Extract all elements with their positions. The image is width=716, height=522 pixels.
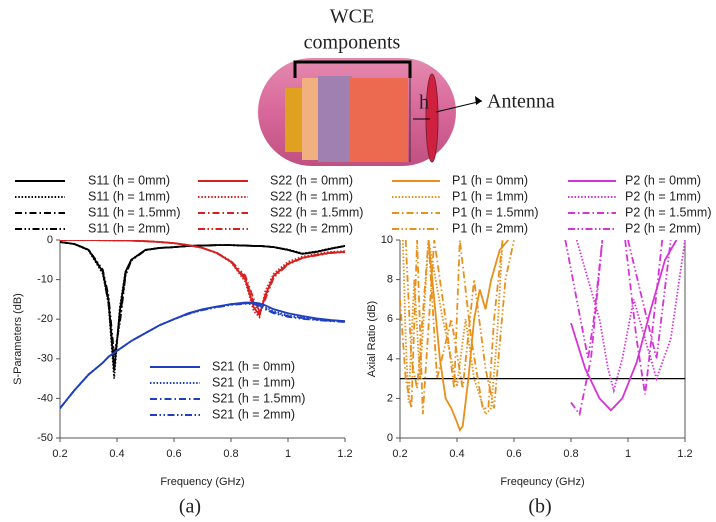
diagram-label: WCE <box>330 6 374 28</box>
capsule-diagram <box>258 58 483 166</box>
y-tick-label: 10 <box>381 234 393 246</box>
x-tick-label: 0.2 <box>52 448 67 460</box>
series-line <box>60 302 345 409</box>
series-line <box>60 241 345 371</box>
series-line <box>60 240 345 314</box>
panel-label: (a) <box>179 496 201 518</box>
x-tick-label: 0.8 <box>563 448 578 460</box>
series-line <box>404 240 515 409</box>
x-tick-label: 0.8 <box>223 448 238 460</box>
component <box>302 78 320 160</box>
y-axis-label: Axial Ratio (dB) <box>366 301 378 377</box>
legend-label: S21 (h = 1.5mm) <box>212 391 305 405</box>
legend-label: S21 (h = 0mm) <box>212 359 295 373</box>
legend-label: P2 (h = 1mm) <box>625 189 701 203</box>
legend-label: S11 (h = 0mm) <box>88 173 170 187</box>
antenna-label: Antenna <box>487 91 555 113</box>
x-axis-label: Frequency (GHz) <box>160 476 244 488</box>
x-tick-label: 0.6 <box>166 448 181 460</box>
legend-label: S22 (h = 1mm) <box>270 189 353 203</box>
series-line <box>427 240 509 432</box>
series-line <box>564 240 672 360</box>
series-line <box>570 240 678 412</box>
legend-label: P2 (h = 2mm) <box>625 221 701 235</box>
y-axis-label: S-Parameters (dB) <box>12 293 24 385</box>
y-tick-label: -40 <box>37 392 53 404</box>
legend-label: S11 (h = 2mm) <box>88 221 170 235</box>
antenna-arrow <box>435 100 483 113</box>
component <box>318 76 352 162</box>
legend-label: S11 (h = 1mm) <box>88 189 170 203</box>
x-tick-label: 1.2 <box>677 448 692 460</box>
series-line <box>575 240 685 394</box>
series-line <box>60 302 345 409</box>
legend-label: P2 (h = 0mm) <box>625 173 701 187</box>
legend-label: S22 (h = 2mm) <box>270 221 353 235</box>
y-tick-label: 0 <box>47 234 53 246</box>
legend-label: S22 (h = 0mm) <box>270 173 353 187</box>
y-tick-label: 6 <box>387 313 393 325</box>
legend-label: P1 (h = 1mm) <box>452 189 528 203</box>
x-axis-label: Freqeuncy (GHz) <box>500 476 584 488</box>
legend-label: S11 (h = 1.5mm) <box>88 205 181 219</box>
y-tick-label: -10 <box>37 274 53 286</box>
y-tick-label: -20 <box>37 313 53 325</box>
y-tick-label: -30 <box>37 353 53 365</box>
bracket <box>293 60 412 78</box>
x-tick-label: 1 <box>625 448 631 460</box>
y-tick-label: 2 <box>387 392 393 404</box>
x-tick-label: 0.6 <box>506 448 521 460</box>
arrowhead <box>475 96 482 105</box>
antenna-disc <box>425 73 439 163</box>
legend-label: S22 (h = 1.5mm) <box>270 205 363 219</box>
legend-label: P2 (h = 1.5mm) <box>625 205 712 219</box>
legend-label: P1 (h = 1.5mm) <box>452 205 539 219</box>
series-line <box>401 240 504 416</box>
y-tick-label: 8 <box>387 274 393 286</box>
x-tick-label: 1 <box>285 448 291 460</box>
x-tick-label: 0.4 <box>449 448 464 460</box>
x-tick-label: 1.2 <box>337 448 352 460</box>
legend-label: P1 (h = 0mm) <box>452 173 528 187</box>
legend-label: S21 (h = 2mm) <box>212 407 295 421</box>
series-line <box>60 241 345 355</box>
series-line <box>60 240 345 320</box>
series-line <box>400 240 504 415</box>
component <box>285 88 305 152</box>
component <box>350 78 408 162</box>
panel-label: (b) <box>528 496 551 518</box>
series-line <box>60 241 345 363</box>
legend-label: P1 (h = 2mm) <box>452 221 528 235</box>
y-tick-label: 0 <box>387 432 393 444</box>
y-tick-label: -50 <box>37 432 53 444</box>
x-tick-label: 0.4 <box>109 448 124 460</box>
diagram-label: components <box>304 32 401 54</box>
legend-label: S21 (h = 1mm) <box>212 375 295 389</box>
y-tick-label: 4 <box>387 353 393 365</box>
plot-area <box>60 240 345 409</box>
series-line <box>60 240 345 318</box>
h-label: h <box>419 92 429 114</box>
x-tick-label: 0.2 <box>392 448 407 460</box>
plot-area <box>400 240 685 432</box>
